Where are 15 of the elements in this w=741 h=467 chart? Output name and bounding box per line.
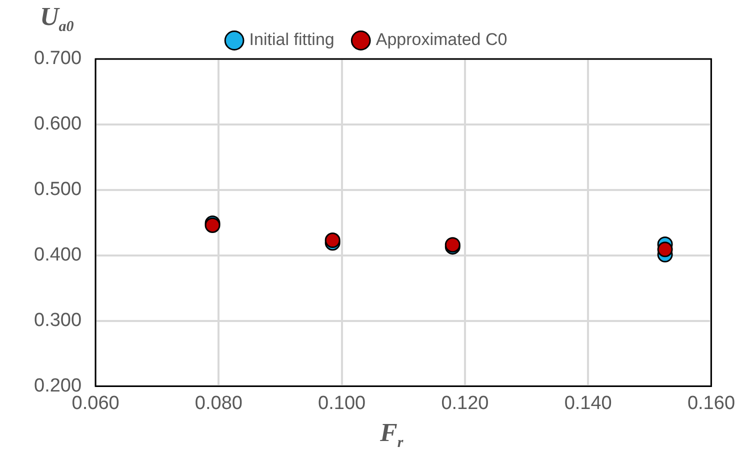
- x-tick-label: 0.120: [441, 392, 489, 414]
- y-tick-label: 0.700: [34, 48, 82, 70]
- y-tick-label: 0.400: [34, 244, 82, 266]
- y-tick-label: 0.500: [34, 179, 82, 200]
- point: [657, 242, 673, 258]
- y-axis-title: U$_{a0}$: [40, 2, 74, 36]
- x-tick-label: 0.140: [564, 392, 612, 414]
- x-tick-label: 0.080: [194, 392, 242, 414]
- x-tick-label: 0.160: [687, 392, 735, 414]
- y-tick-label: 0.300: [34, 310, 82, 331]
- legend-label: Approximated C0: [376, 30, 508, 50]
- legend-label: Initial fitting: [249, 30, 334, 50]
- y-tick-label: 0.600: [34, 114, 82, 135]
- x-axis-title: F$_{r}$: [380, 418, 404, 452]
- x-tick-label: 0.100: [318, 392, 366, 414]
